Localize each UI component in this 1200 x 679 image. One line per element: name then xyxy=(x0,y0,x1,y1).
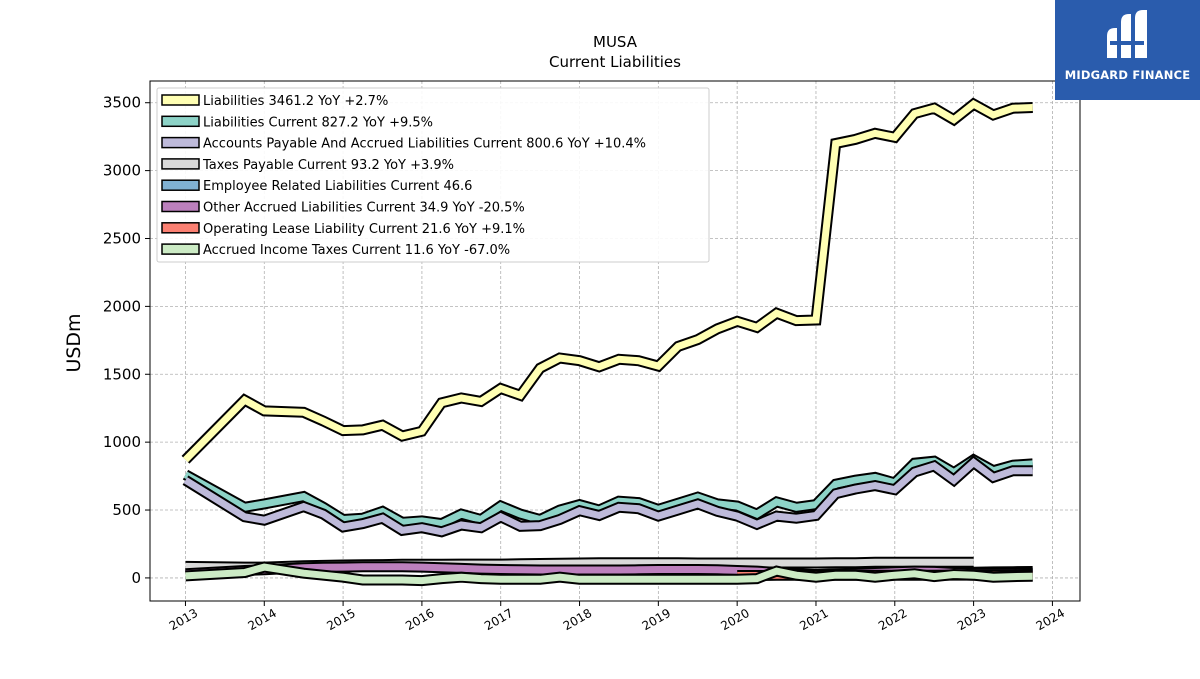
legend-swatch xyxy=(161,94,200,106)
y-tick-label: 2000 xyxy=(103,297,141,315)
y-tick-label: 500 xyxy=(112,501,141,519)
x-tick-label: 2014 xyxy=(246,606,279,633)
y-tick-label: 0 xyxy=(131,569,141,587)
series-line-accrued-income-taxes-current xyxy=(185,563,1033,585)
legend-item-label: Taxes Payable Current 93.2 YoY +3.9% xyxy=(202,158,454,173)
legend-item-label: Operating Lease Liability Current 21.6 Y… xyxy=(203,222,525,237)
y-tick-label: 3000 xyxy=(103,162,141,180)
legend-item-label: Other Accrued Liabilities Current 34.9 Y… xyxy=(203,201,525,216)
legend-swatch xyxy=(161,222,200,234)
x-tick-label: 2021 xyxy=(797,606,830,633)
series-group xyxy=(181,97,1034,587)
x-tick-label: 2018 xyxy=(561,606,594,633)
x-tick-label: 2024 xyxy=(1034,606,1067,633)
logo-mark-icon xyxy=(1107,10,1147,58)
y-tick-label: 3500 xyxy=(103,94,141,112)
legend-item-label: Liabilities Current 827.2 YoY +9.5% xyxy=(203,115,433,130)
plot-frame xyxy=(149,80,1081,602)
legend-swatch xyxy=(161,243,200,255)
brand-logo: MIDGARD FINANCE xyxy=(1055,0,1200,100)
x-tick-label: 2023 xyxy=(955,606,988,633)
x-tick-label: 2017 xyxy=(482,606,515,633)
legend-item-label: Accounts Payable And Accrued Liabilities… xyxy=(203,137,646,152)
y-axis-label: USDm xyxy=(63,313,85,372)
legend-item-label: Accrued Income Taxes Current 11.6 YoY -6… xyxy=(203,243,510,258)
legend-swatch xyxy=(161,115,200,128)
legend-swatch xyxy=(161,136,200,149)
chart-subtitle: Current Liabilities xyxy=(549,53,681,71)
x-tick-label: 2016 xyxy=(403,606,436,633)
x-tick-label: 2019 xyxy=(640,606,673,633)
legend-swatch xyxy=(161,179,200,191)
series-line-accounts-payable-and-accrued-liabilities-current xyxy=(183,457,1033,536)
chart-title: MUSA xyxy=(593,33,638,51)
legend-item-label: Employee Related Liabilities Current 46.… xyxy=(203,179,472,194)
legend: Liabilities 3461.2 YoY +2.7% Liabilities … xyxy=(156,87,710,263)
x-tick-label: 2020 xyxy=(718,606,751,633)
brand-logo-text: MIDGARD FINANCE xyxy=(1064,68,1191,82)
series-line-liabilities-current xyxy=(183,455,1033,528)
legend-item-label: Liabilities 3461.2 YoY +2.7% xyxy=(203,94,388,109)
x-tick-label: 2015 xyxy=(324,606,357,633)
legend-swatch xyxy=(161,158,200,170)
x-tick-label: 2022 xyxy=(876,606,909,633)
y-tick-label: 2500 xyxy=(103,229,141,247)
y-tick-label: 1500 xyxy=(103,365,141,383)
legend-swatch xyxy=(161,200,200,213)
series-line-liabilities xyxy=(183,99,1033,463)
x-tick-label: 2013 xyxy=(167,606,200,633)
y-tick-label: 1000 xyxy=(103,433,141,451)
legend-box xyxy=(156,87,710,263)
